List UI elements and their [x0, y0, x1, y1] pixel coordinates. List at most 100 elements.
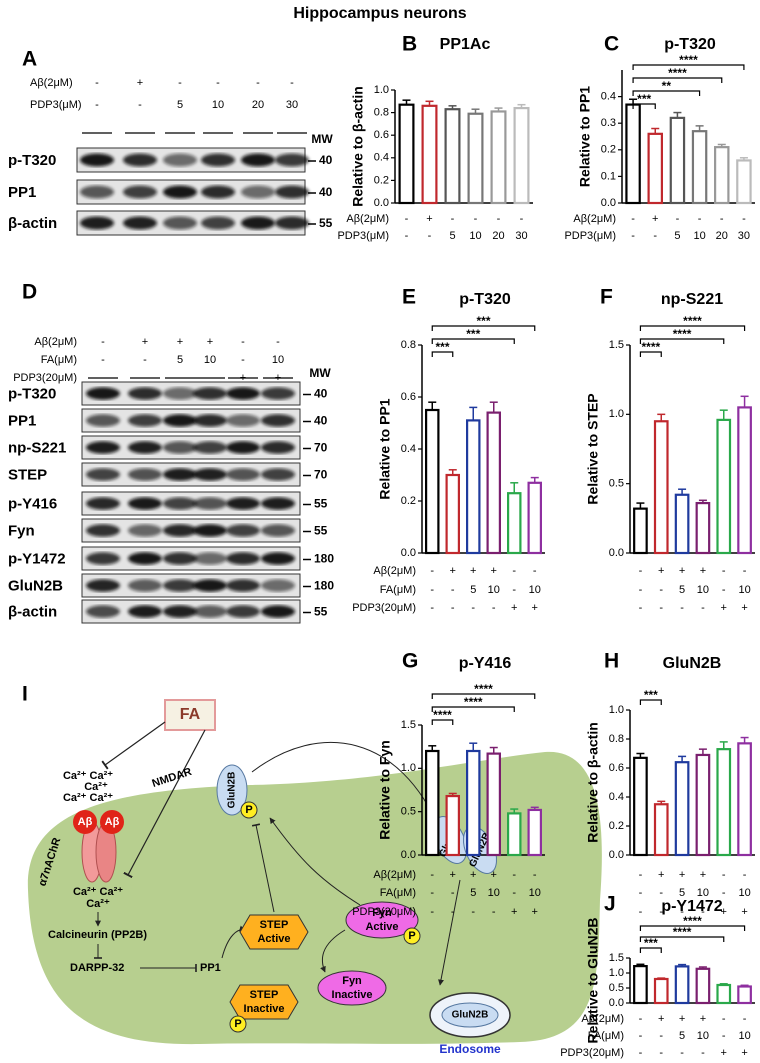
mw-label: 40 — [314, 414, 328, 428]
bar — [425, 408, 440, 555]
ion-label: Ca²⁺ Ca²⁺ — [63, 770, 113, 782]
condition-value: 5 — [679, 1030, 685, 1042]
blot-band — [163, 414, 197, 427]
blot-band — [163, 468, 197, 481]
condition-value: + — [721, 1047, 727, 1059]
fyn-inactive — [317, 970, 387, 1006]
condition-value: - — [512, 869, 516, 881]
condition-value: 30 — [515, 230, 527, 242]
bar — [674, 493, 690, 555]
bar — [669, 116, 686, 205]
condition-value: 10 — [738, 584, 750, 596]
condition-value: + — [741, 1047, 747, 1059]
condition-value: - — [241, 336, 245, 348]
significance-bracket — [632, 64, 745, 70]
condition-value: 10 — [204, 354, 216, 366]
significance-bracket — [632, 103, 656, 109]
significance-bracket — [431, 706, 515, 712]
y-tick-label: 0.8 — [609, 733, 624, 745]
y-tick-label: 1.0 — [609, 408, 624, 420]
y-tick-label: 0.5 — [609, 982, 624, 994]
bar — [674, 965, 690, 1005]
blot-band — [261, 579, 295, 592]
blot-band — [163, 441, 197, 454]
y-tick-label: 0.2 — [401, 495, 416, 507]
bar — [466, 749, 481, 857]
blot-band — [226, 468, 260, 481]
condition-value: - — [680, 1047, 684, 1059]
blot-band — [86, 552, 120, 565]
condition-value: - — [701, 602, 705, 614]
blot-band — [128, 605, 162, 618]
condition-value: - — [639, 906, 643, 918]
condition-value: + — [721, 602, 727, 614]
condition-value: + — [679, 565, 685, 577]
blot-band — [80, 185, 114, 199]
condition-value: - — [138, 99, 142, 111]
bar — [466, 419, 481, 555]
fyn-label: Inactive — [332, 989, 373, 1001]
condition-value: - — [430, 565, 434, 577]
chart-title: PP1Ac — [440, 36, 491, 53]
blot-band — [128, 468, 162, 481]
condition-label: Aβ(2μM) — [34, 336, 77, 348]
mw-label: 70 — [314, 441, 328, 455]
condition-value: - — [659, 1047, 663, 1059]
significance-label: **** — [474, 682, 493, 696]
blot-band — [86, 605, 120, 618]
blot-band — [86, 387, 120, 400]
bar — [507, 492, 522, 555]
condition-value: + — [679, 869, 685, 881]
blot-band — [226, 552, 260, 565]
bar — [653, 420, 669, 555]
chart-title: p-Y1472 — [661, 898, 722, 915]
condition-value: - — [474, 213, 478, 225]
panel-letter: J — [604, 893, 616, 916]
chart-title: p-T320 — [664, 36, 716, 53]
y-tick-label: 0.6 — [609, 762, 624, 774]
chart-title: p-Y416 — [459, 655, 512, 672]
mw-label: 55 — [319, 216, 333, 230]
y-axis-label: Relative to STEP — [585, 393, 601, 504]
blot-band — [86, 441, 120, 454]
condition-value: - — [451, 887, 455, 899]
y-axis-label: Relative to β-actin — [585, 722, 601, 843]
condition-label: FA(μM) — [588, 1030, 624, 1042]
endosome-label: Endosome — [439, 1042, 501, 1056]
condition-value: - — [659, 602, 663, 614]
condition-label: Aβ(2μM) — [373, 565, 416, 577]
bar — [713, 146, 730, 205]
bar — [737, 985, 752, 1005]
glun2b-receptor — [216, 764, 248, 816]
significance-label: **** — [433, 708, 452, 722]
condition-value: - — [639, 565, 643, 577]
y-tick-label: 0.0 — [374, 197, 389, 209]
blot-band — [163, 605, 197, 618]
blot-band — [226, 497, 260, 510]
bar — [716, 418, 732, 555]
blot-band — [123, 216, 157, 230]
condition-value: - — [533, 869, 537, 881]
bar — [445, 473, 461, 555]
significance-bracket — [431, 351, 454, 357]
band-label: GluN2B — [8, 577, 63, 594]
condition-value: - — [276, 336, 280, 348]
step-label: STEP — [260, 919, 289, 931]
abeta-label: Aβ — [78, 816, 93, 828]
bar — [633, 964, 648, 1005]
ion-label: Ca²⁺ Ca²⁺ — [73, 886, 123, 898]
figure-title: Hippocampus neurons — [293, 5, 466, 22]
significance-bracket — [632, 77, 723, 83]
pp1-label: PP1 — [200, 962, 221, 974]
blot-band — [193, 441, 227, 454]
y-tick-label: 0.4 — [374, 152, 389, 164]
blot-band — [80, 153, 114, 167]
condition-value: 10 — [529, 887, 541, 899]
panel-letter: I — [22, 683, 28, 706]
significance-bracket — [639, 351, 662, 357]
bar — [653, 977, 669, 1005]
condition-value: 5 — [449, 230, 455, 242]
blot-band — [226, 387, 260, 400]
condition-value: - — [405, 213, 409, 225]
condition-value: 30 — [286, 99, 298, 111]
